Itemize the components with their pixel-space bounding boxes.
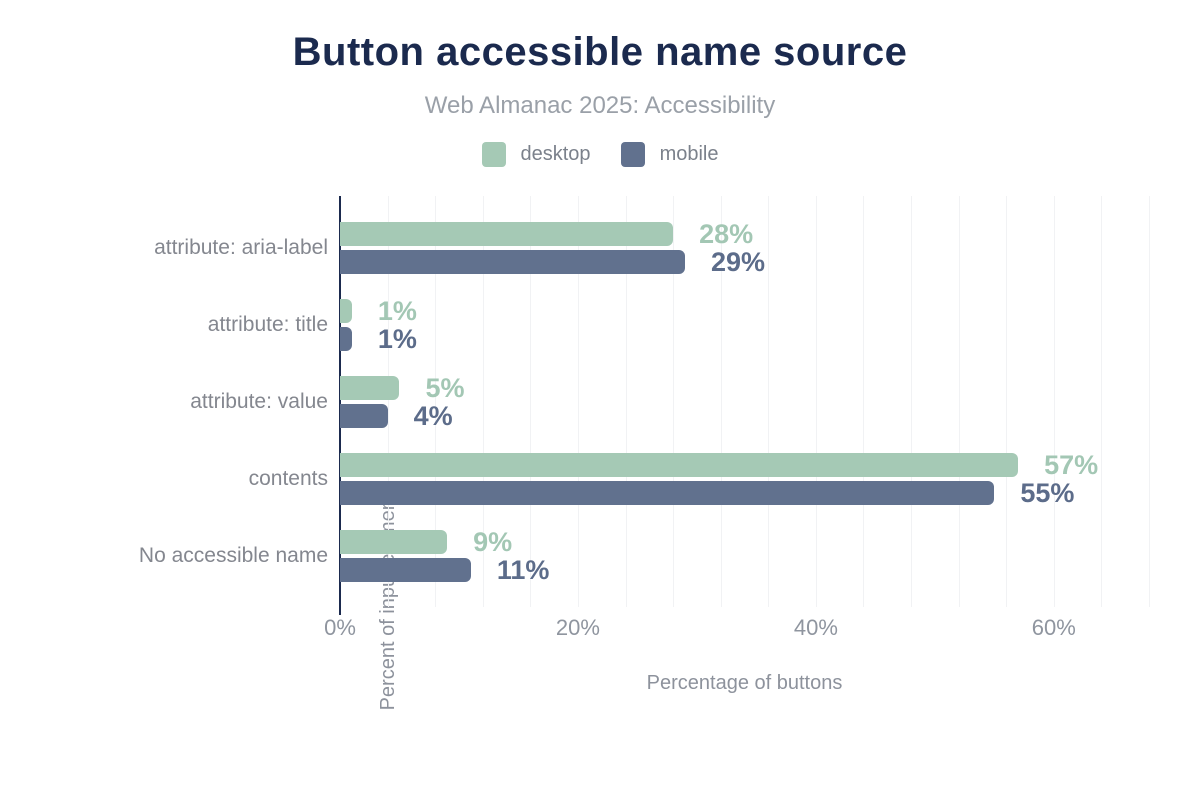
gridline (768, 196, 770, 607)
bar-mobile[interactable] (340, 558, 471, 582)
bar-desktop[interactable] (340, 222, 674, 246)
category-label: attribute: aria-label (154, 236, 328, 259)
category-label: attribute: title (207, 313, 328, 336)
gridline (1149, 196, 1150, 607)
value-label-desktop: 1% (377, 296, 417, 326)
desktop-swatch-icon (481, 142, 506, 167)
value-label-desktop: 5% (425, 373, 465, 403)
gridline (911, 196, 913, 607)
bar-mobile[interactable] (340, 404, 388, 428)
bar-mobile[interactable] (340, 481, 995, 505)
bar-desktop[interactable] (340, 376, 400, 400)
value-label-mobile: 11% (496, 555, 550, 585)
gridline (625, 196, 627, 607)
legend-item-desktop[interactable]: desktop (481, 142, 591, 167)
bar-mobile[interactable] (340, 250, 685, 274)
value-label-desktop: 9% (473, 527, 513, 557)
chart-title: Button accessible name source (292, 30, 908, 74)
gridline (387, 196, 389, 607)
gridline (1053, 196, 1055, 607)
legend: desktop mobile (0, 142, 1200, 167)
x-tick-label: 20% (555, 615, 600, 640)
value-label-desktop: 57% (1044, 450, 1099, 480)
gridline (482, 196, 484, 607)
value-label-mobile: 1% (377, 324, 417, 354)
value-label-mobile: 55% (1020, 478, 1075, 508)
gridline (530, 196, 532, 607)
bar-mobile[interactable] (340, 327, 352, 351)
gridline (958, 196, 960, 607)
value-label-mobile: 4% (413, 401, 453, 431)
x-tick-label: 60% (1031, 615, 1076, 640)
category-label: No accessible name (138, 544, 328, 567)
bar-desktop[interactable] (340, 299, 352, 323)
gridline (1006, 196, 1008, 607)
legend-label-mobile: mobile (659, 143, 719, 165)
legend-label-desktop: desktop (520, 143, 591, 165)
gridline (720, 196, 722, 607)
bar-desktop[interactable] (340, 453, 1019, 477)
value-label-mobile: 29% (711, 247, 766, 277)
gridline (577, 196, 579, 607)
gridline (673, 196, 675, 607)
gridline (1101, 196, 1103, 607)
mobile-swatch-icon (620, 142, 645, 167)
chart-subtitle: Web Almanac 2025: Accessibility (424, 92, 776, 119)
gridline (435, 196, 437, 607)
x-tick-label: 0% (324, 615, 356, 640)
value-label-desktop: 28% (699, 219, 754, 249)
gridline (815, 196, 817, 607)
legend-item-mobile[interactable]: mobile (620, 142, 719, 167)
x-tick-label: 40% (793, 615, 838, 640)
x-axis-title: Percentage of buttons (646, 672, 843, 694)
bar-desktop[interactable] (340, 530, 448, 554)
category-label: contents (248, 467, 328, 490)
plot-area: Percent of input elements Percentage of … (139, 196, 1150, 710)
gridline (863, 196, 865, 607)
category-label: attribute: value (190, 390, 328, 413)
chart-container: Button accessible name source Web Almana… (0, 30, 1200, 711)
